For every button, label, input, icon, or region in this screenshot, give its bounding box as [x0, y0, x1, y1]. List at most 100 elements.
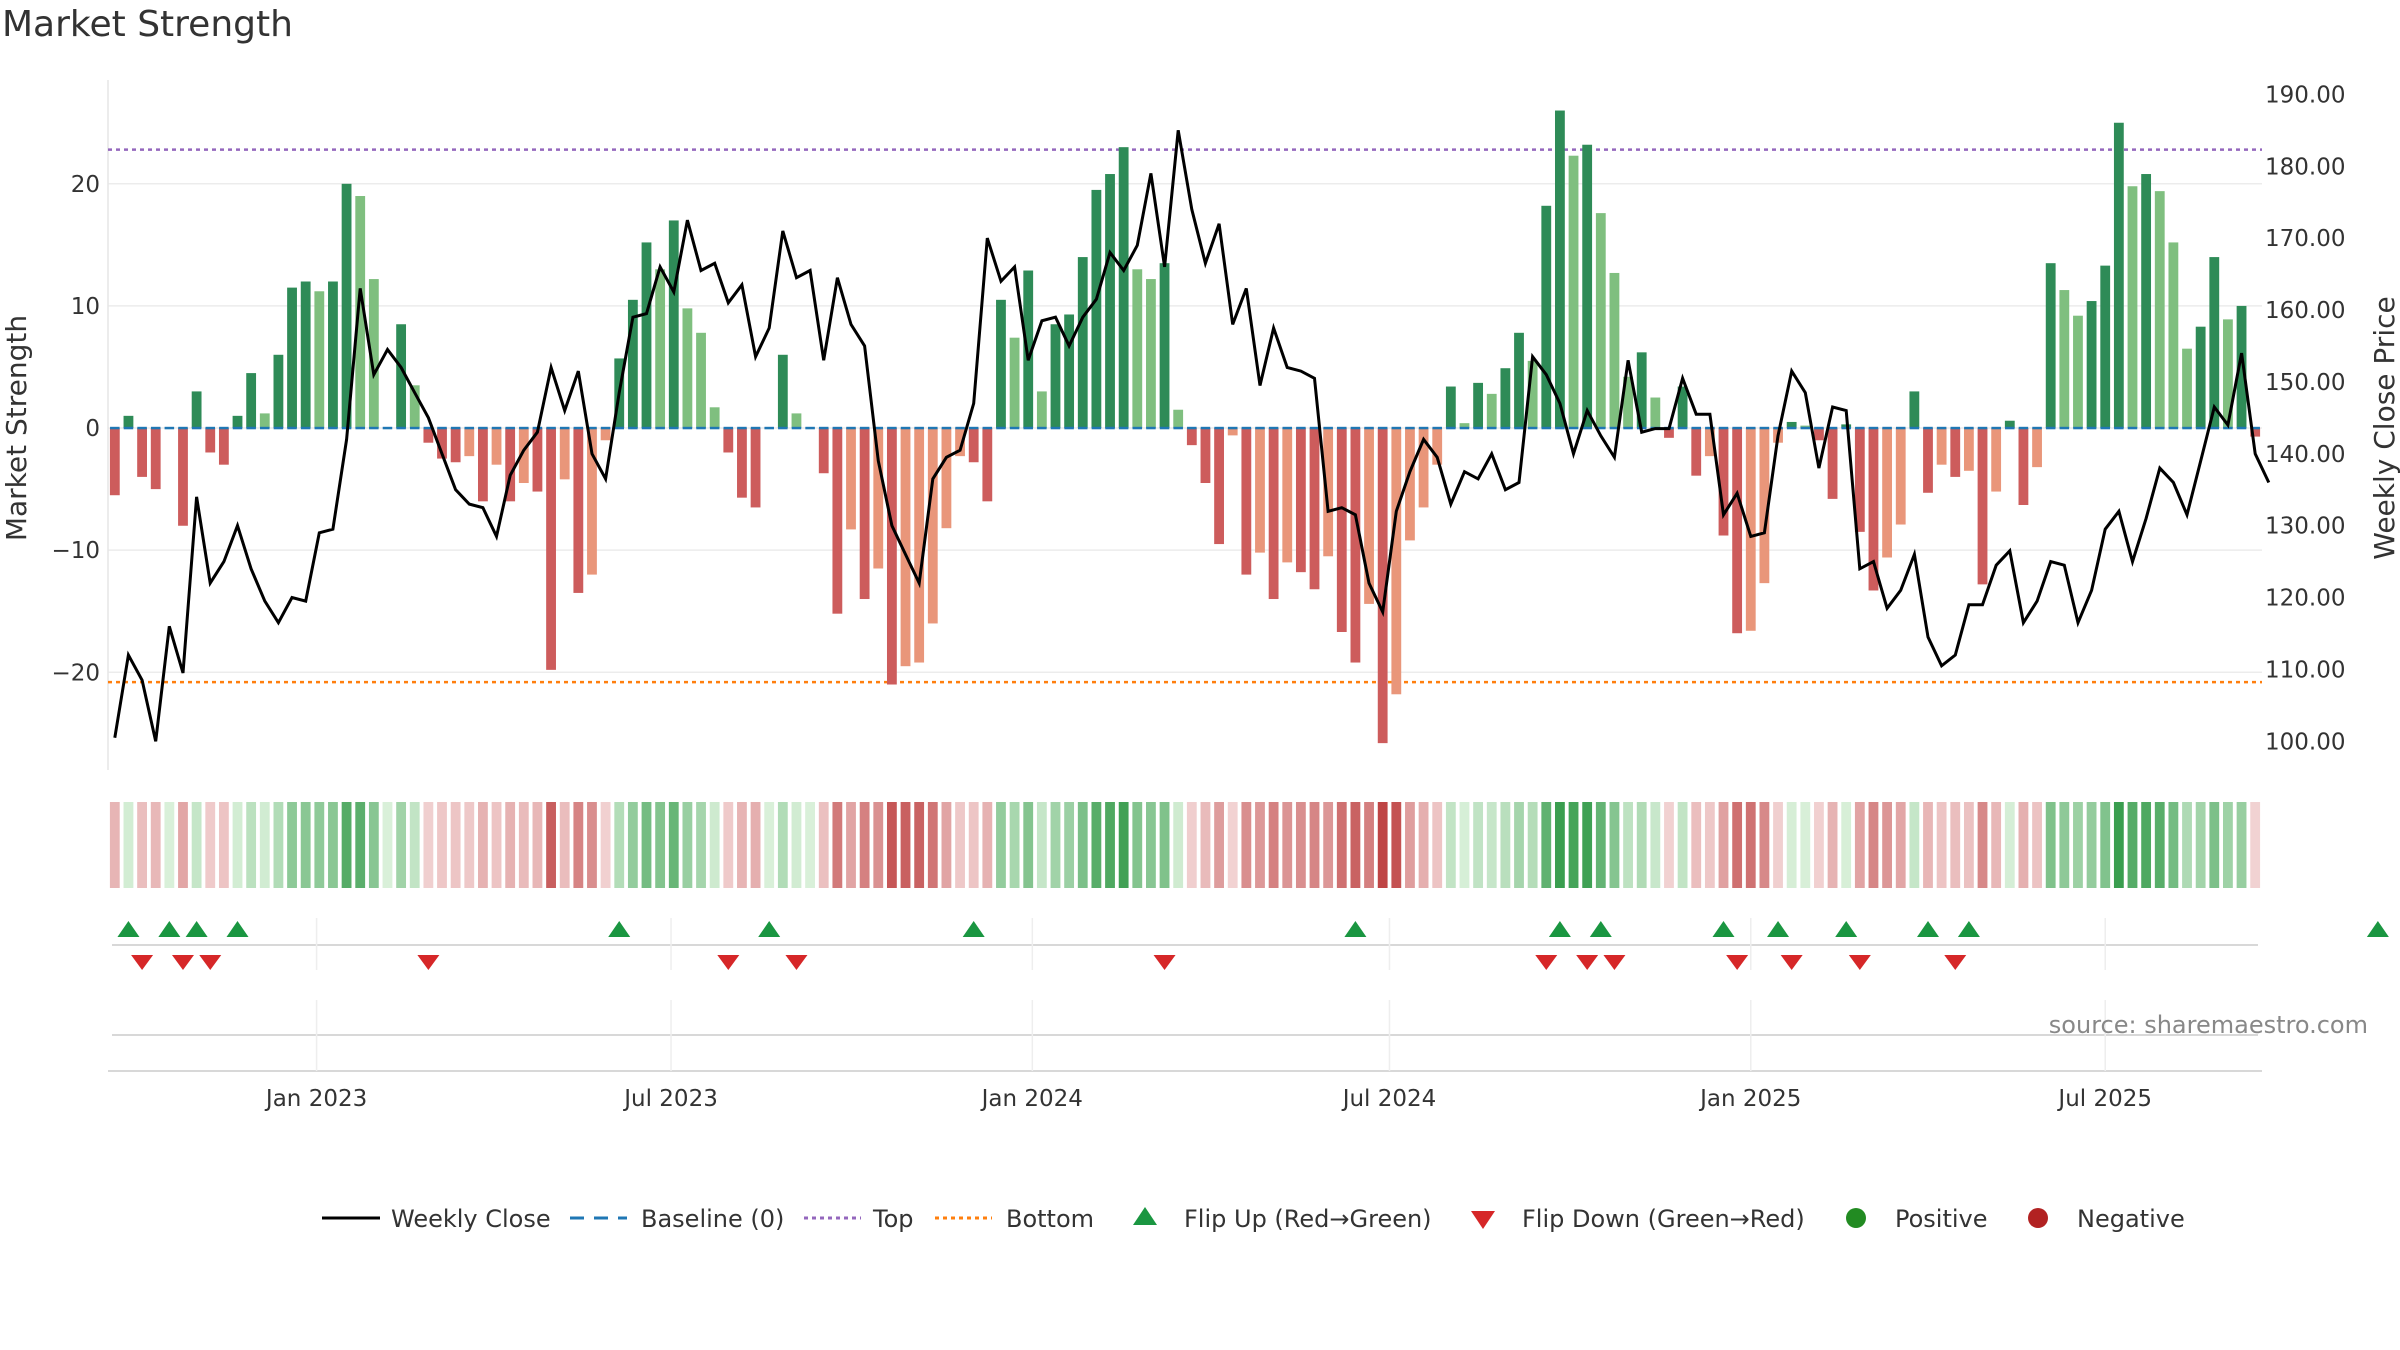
- strength-bar: [1677, 386, 1688, 429]
- strength-bar: [1009, 337, 1020, 429]
- left-tick-label: −20: [51, 660, 100, 686]
- heat-cell: [832, 802, 843, 888]
- strength-bar: [941, 428, 952, 529]
- strength-bar: [273, 354, 284, 429]
- heat-cell: [1241, 802, 1252, 888]
- heat-cell: [1977, 802, 1988, 888]
- flip-down-marker: [1780, 955, 1803, 970]
- heat-cell: [1718, 802, 1729, 888]
- right-tick-label: 190.00: [2265, 82, 2345, 108]
- strength-bar: [1473, 382, 1484, 429]
- strength-bars: [109, 110, 2261, 744]
- heat-cell: [1786, 802, 1797, 888]
- strength-bar: [355, 196, 366, 429]
- strength-bar: [1568, 155, 1579, 429]
- heat-cell: [437, 802, 447, 888]
- heat-cell: [900, 802, 911, 888]
- strength-bar: [1268, 428, 1279, 600]
- heat-cell: [1677, 802, 1688, 888]
- strength-bar: [2018, 428, 2029, 505]
- heat-cell: [655, 802, 666, 888]
- svg-text:Negative: Negative: [2077, 1205, 2185, 1233]
- heat-cell: [2113, 802, 2124, 888]
- strength-bar: [2168, 242, 2179, 429]
- left-tick-label: 0: [85, 416, 100, 442]
- heat-cell: [1091, 802, 1102, 888]
- strength-bar: [1609, 272, 1620, 429]
- strength-bar: [2223, 319, 2233, 429]
- circle-icon: [1846, 1208, 1866, 1228]
- strength-bar: [491, 428, 502, 465]
- strength-bar: [409, 385, 420, 429]
- strength-bar: [1814, 428, 1824, 441]
- flip-up-marker: [758, 921, 781, 937]
- heat-cell: [1582, 802, 1593, 888]
- heat-cell: [205, 802, 216, 888]
- heat-cell: [1704, 802, 1715, 888]
- strength-bar: [1882, 428, 1893, 558]
- heat-cell: [232, 802, 243, 888]
- heat-cell: [1227, 802, 1238, 888]
- strength-bar: [137, 428, 147, 477]
- flip-up-marker: [226, 921, 249, 937]
- right-axis-label: Weekly Close Price: [2368, 296, 2400, 559]
- heat-cell: [1036, 802, 1047, 888]
- heat-cell: [982, 802, 993, 888]
- heat-cell: [764, 802, 775, 888]
- heat-cell: [2100, 802, 2111, 888]
- strength-bar: [1309, 428, 1320, 590]
- heat-cell: [627, 802, 638, 888]
- heat-cell: [1541, 802, 1552, 888]
- flip-up-marker: [1712, 921, 1735, 937]
- flip-down-marker: [417, 955, 440, 970]
- strength-bar: [259, 413, 270, 429]
- strength-bar: [205, 428, 216, 453]
- strength-bar: [518, 428, 529, 484]
- flip-up-marker: [1344, 921, 1367, 937]
- heat-cell: [1991, 802, 2002, 888]
- strength-bar: [1909, 391, 1920, 429]
- heat-cell: [1623, 802, 1633, 888]
- heat-cell: [1691, 802, 1702, 888]
- strength-bar: [1868, 428, 1879, 591]
- legend: Weekly Close Baseline (0) Top Bottom Fli…: [322, 1205, 2185, 1233]
- heat-cell: [1514, 802, 1524, 888]
- heat-cell: [396, 802, 407, 888]
- svg-text:Flip Up (Red→Green): Flip Up (Red→Green): [1184, 1205, 1432, 1233]
- heat-cell: [1159, 802, 1170, 888]
- svg-text:Baseline (0): Baseline (0): [641, 1205, 784, 1233]
- strength-bar: [668, 220, 679, 429]
- strength-bar: [1091, 189, 1102, 429]
- left-tick-label: 10: [71, 294, 100, 320]
- legend-flip-up: Flip Up (Red→Green): [1133, 1205, 1432, 1233]
- strength-bar: [1623, 376, 1633, 429]
- strength-bar: [1173, 409, 1184, 429]
- heat-cell: [409, 802, 420, 888]
- heat-cell: [314, 802, 325, 888]
- strength-bar: [996, 299, 1006, 429]
- strength-bar: [859, 428, 870, 600]
- heat-cell: [2032, 802, 2042, 888]
- strength-bar: [532, 428, 543, 492]
- strength-bar: [150, 428, 161, 490]
- heat-cell: [1486, 802, 1497, 888]
- heat-cell: [191, 802, 202, 888]
- flip-up-marker: [962, 921, 985, 937]
- right-tick-label: 110.00: [2265, 657, 2345, 683]
- strength-bar: [2236, 305, 2247, 429]
- legend-baseline: Baseline (0): [570, 1205, 784, 1233]
- triangle-down-icon: [1471, 1211, 1495, 1229]
- strength-bar: [423, 428, 434, 443]
- heat-cell: [1432, 802, 1443, 888]
- heat-cell: [341, 802, 352, 888]
- heat-cell: [1609, 802, 1620, 888]
- right-tick-label: 160.00: [2265, 298, 2345, 324]
- strength-bar: [178, 428, 188, 526]
- strength-bar: [2073, 315, 2083, 429]
- heat-cell: [2086, 802, 2097, 888]
- strength-bar: [1050, 324, 1061, 429]
- left-axis-label: Market Strength: [0, 315, 33, 541]
- strength-bar: [1854, 428, 1865, 532]
- heat-cell: [682, 802, 693, 888]
- strength-bar: [791, 413, 802, 429]
